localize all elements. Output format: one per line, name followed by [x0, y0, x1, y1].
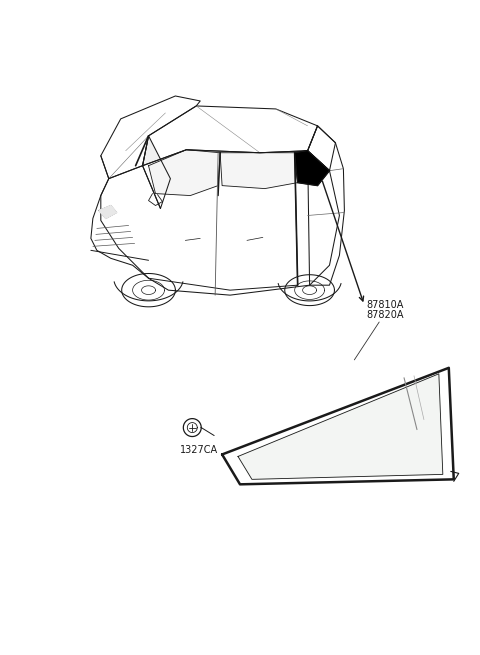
Polygon shape [238, 374, 443, 479]
Polygon shape [222, 368, 454, 484]
Polygon shape [143, 106, 318, 166]
Text: 87810A: 87810A [366, 300, 404, 310]
Polygon shape [143, 136, 170, 208]
Polygon shape [101, 96, 200, 179]
Polygon shape [101, 150, 339, 295]
Polygon shape [220, 153, 298, 189]
Polygon shape [308, 126, 336, 171]
Polygon shape [308, 126, 344, 285]
Polygon shape [295, 151, 329, 185]
Polygon shape [99, 206, 117, 219]
Text: 87820A: 87820A [366, 310, 404, 320]
Polygon shape [148, 150, 220, 196]
Text: 1327CA: 1327CA [180, 445, 218, 455]
